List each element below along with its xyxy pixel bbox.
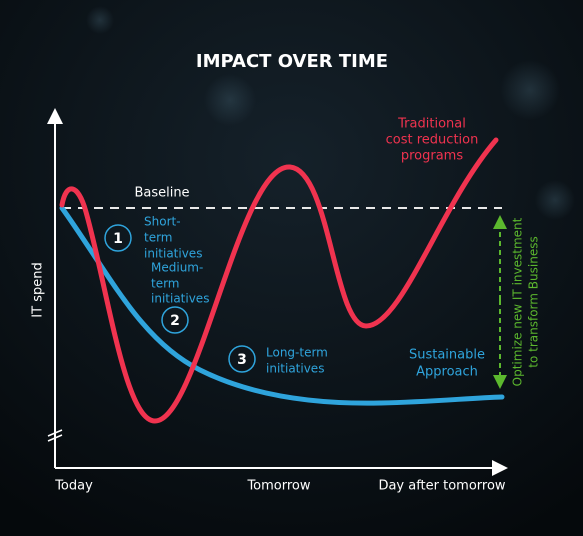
sustainable-curve <box>59 205 505 406</box>
y-axis-label: IT spend <box>31 262 46 317</box>
bokeh <box>535 180 575 220</box>
traditional-label: programs <box>401 149 463 164</box>
investment-label: Optimize new IT investment <box>511 217 525 386</box>
marker-number: 2 <box>170 313 180 329</box>
bokeh <box>500 60 560 120</box>
marker-circle <box>161 306 189 334</box>
marker-label: term <box>151 277 180 291</box>
marker-label: Short- <box>144 215 181 229</box>
traditional-label: cost reduction <box>386 133 479 148</box>
marker-label: initiatives <box>151 292 209 306</box>
sustainable-label: Sustainable <box>409 348 485 363</box>
marker-label: Long-term <box>266 346 328 360</box>
x-label: Tomorrow <box>246 479 310 494</box>
traditional-curve <box>59 137 499 424</box>
marker-label: initiatives <box>144 247 202 261</box>
title: IMPACT OVER TIME <box>196 51 388 72</box>
marker-circle <box>228 345 256 373</box>
sustainable-label: Approach <box>416 365 478 380</box>
x-label: Day after tomorrow <box>378 479 505 494</box>
marker-number: 1 <box>113 231 123 247</box>
x-label: Today <box>54 479 93 494</box>
traditional-label: Traditional <box>397 117 466 132</box>
marker-label: initiatives <box>266 362 324 376</box>
investment-label: to transform Business <box>527 236 541 367</box>
baseline-label: Baseline <box>134 186 189 201</box>
bokeh <box>204 74 256 126</box>
marker-label: Medium- <box>151 261 203 275</box>
marker-circle <box>104 224 132 252</box>
axis-break <box>47 429 63 437</box>
bokeh <box>86 6 114 34</box>
marker-number: 3 <box>237 352 247 368</box>
marker-label: term <box>144 231 173 245</box>
axis-break <box>47 434 63 442</box>
